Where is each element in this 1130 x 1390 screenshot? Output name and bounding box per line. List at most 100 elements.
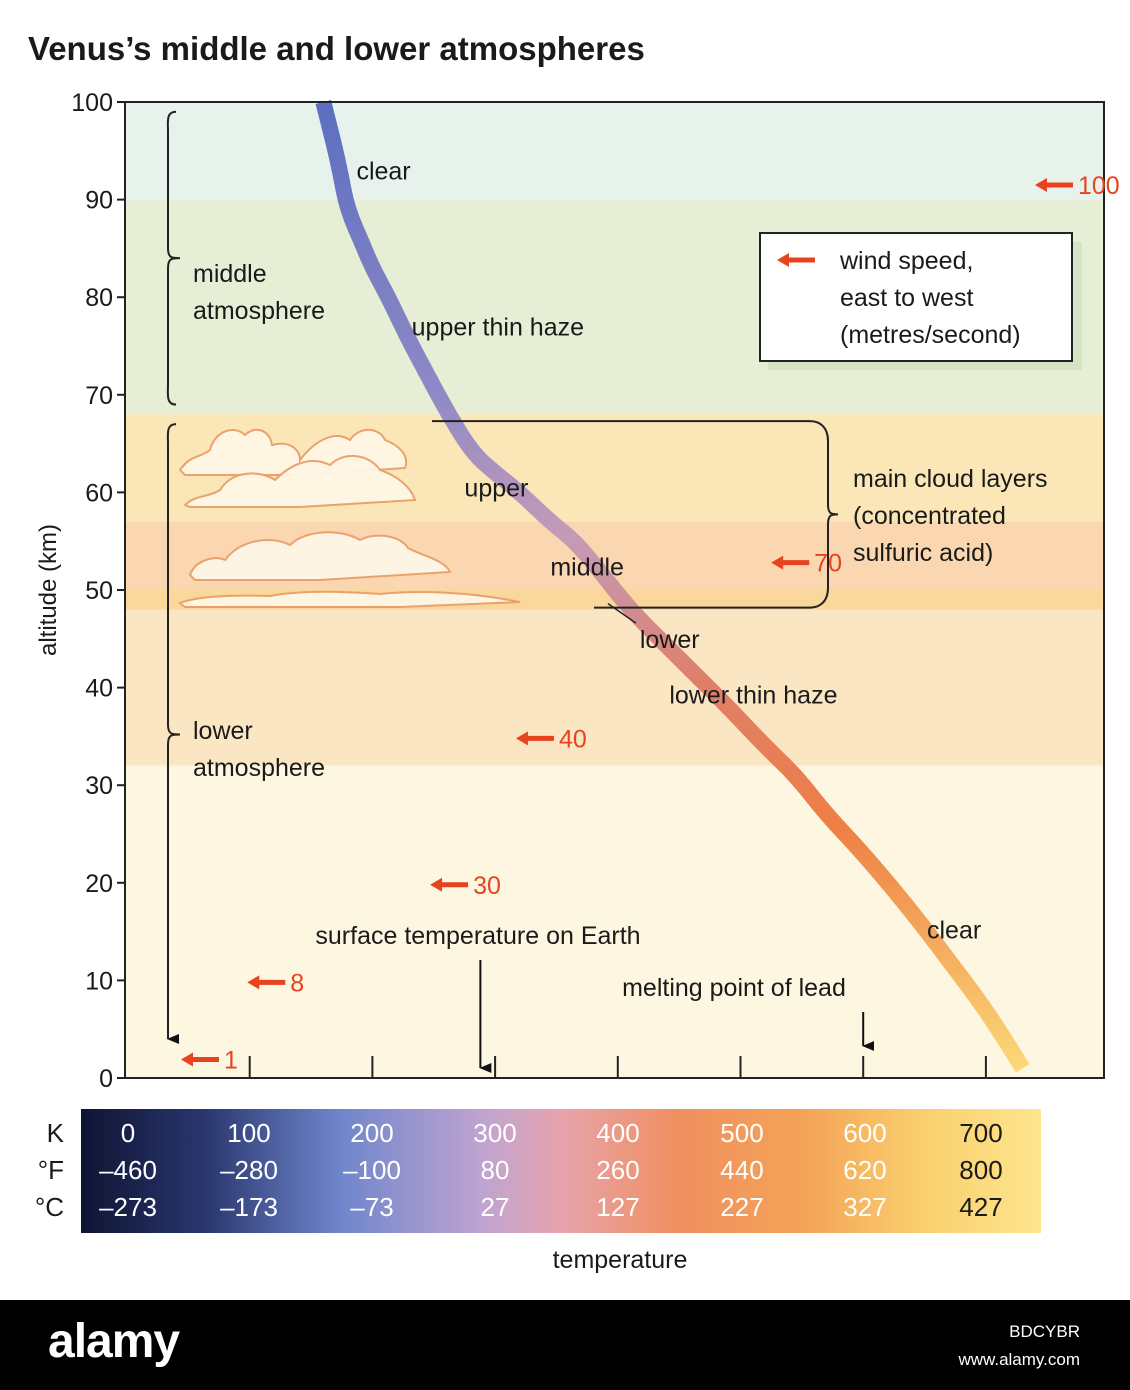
wind-speed-markers: 100 70 40 30 8 1 (180, 172, 1120, 1074)
y-tick-label-40: 40 (85, 675, 113, 703)
wind-speed-30: 30 (473, 872, 501, 900)
wind-arrow-8 (247, 975, 286, 990)
scale-value: –273 (99, 1192, 157, 1222)
y-tick-label-100: 100 (71, 89, 113, 117)
cloud-layers-label: main cloud layers (853, 465, 1048, 493)
temperature-gradient-bar (81, 1109, 1041, 1233)
scale-value: 0 (121, 1118, 135, 1148)
temperature-profile-line (315, 100, 1030, 1073)
middle-atmosphere-label: middle (193, 260, 267, 288)
wind-speed-40: 40 (559, 725, 587, 753)
lower-cloud-leader (607, 603, 637, 624)
y-axis-label: altitude (km) (35, 524, 62, 656)
scale-value: –100 (343, 1155, 401, 1185)
cloud-illustrations (178, 428, 521, 608)
y-tick-label-10: 10 (85, 967, 113, 995)
layer-label-lower-thin-haze: lower thin haze (669, 681, 837, 709)
scale-value: 227 (720, 1192, 763, 1222)
y-tick-label-90: 90 (85, 187, 113, 215)
wind-speed-1: 1 (224, 1046, 238, 1074)
cloud-1 (183, 454, 417, 508)
scale-value: 127 (596, 1192, 639, 1222)
cloud-layers-brace (432, 420, 839, 609)
scale-value: –173 (220, 1192, 278, 1222)
y-tick-label-20: 20 (85, 870, 113, 898)
wind-arrow-30 (430, 877, 469, 892)
scale-value: –280 (220, 1155, 278, 1185)
layer-label-clear: clear (356, 157, 410, 185)
scale-value: 440 (720, 1155, 763, 1185)
layer-label-clear: clear (927, 917, 981, 945)
legend-text: (metres/second) (840, 321, 1021, 349)
venus-atmosphere-chart: Venus’s middle and lower atmospheres 010… (28, 30, 1120, 1274)
footer-url: www.alamy.com (958, 1350, 1080, 1369)
cloud-layers-label: sulfuric acid) (853, 539, 993, 567)
scale-row-label: °C (35, 1192, 64, 1222)
scale-value: 27 (481, 1192, 510, 1222)
legend-wind-arrow (777, 253, 815, 267)
layer-label-upper-thin-haze: upper thin haze (412, 313, 584, 341)
x-axis-label: temperature (553, 1246, 688, 1274)
cloud-3 (178, 590, 521, 608)
reference-label-0: surface temperature on Earth (315, 922, 640, 950)
scale-value: 600 (843, 1118, 886, 1148)
band-5 (125, 609, 1104, 766)
middle-atmosphere-label: atmosphere (193, 297, 325, 325)
scale-value: 200 (350, 1118, 393, 1148)
footer-bar: alamy BDCYBR www.alamy.com (0, 1300, 1130, 1390)
lower-atmosphere-label: atmosphere (193, 754, 325, 782)
cloud-layers-label: (concentrated (853, 502, 1006, 530)
scale-value: 260 (596, 1155, 639, 1185)
wind-arrow-40 (515, 731, 554, 746)
scale-value: –460 (99, 1155, 157, 1185)
wind-arrow-1 (180, 1052, 219, 1067)
reference-label-1: melting point of lead (622, 974, 846, 1002)
wind-arrow-70 (771, 555, 810, 570)
chart-title: Venus’s middle and lower atmospheres (28, 30, 645, 67)
temperature-curve (315, 100, 1030, 1073)
scale-value: 800 (959, 1155, 1002, 1185)
scale-row-label: °F (38, 1155, 64, 1185)
scale-value: 400 (596, 1118, 639, 1148)
region-brackets: middle atmosphere lower atmosphere main clou… (166, 110, 1048, 1044)
wind-speed-70: 70 (814, 550, 842, 578)
wind-speed-8: 8 (290, 969, 304, 997)
layer-label-middle: middle (550, 554, 624, 582)
y-tick-label-50: 50 (85, 577, 113, 605)
y-tick-label-30: 30 (85, 772, 113, 800)
scale-value: –73 (350, 1192, 393, 1222)
wind-arrow-100 (1034, 177, 1073, 192)
scale-value: 427 (959, 1192, 1002, 1222)
band-0 (125, 102, 1104, 200)
layer-label-upper: upper (464, 475, 528, 503)
scale-value: 327 (843, 1192, 886, 1222)
scale-value: 620 (843, 1155, 886, 1185)
y-tick-label-70: 70 (85, 382, 113, 410)
band-6 (125, 765, 1104, 1078)
y-tick-label-80: 80 (85, 284, 113, 312)
scale-value: 500 (720, 1118, 763, 1148)
lower-atmosphere-label: lower (193, 717, 253, 745)
scale-value: 300 (473, 1118, 516, 1148)
wind-speed-100: 100 (1078, 172, 1120, 200)
temperature-scale: K °F °C 0 100 200 300 400 500 600 700 –460 –280 –100 8… (35, 1109, 1041, 1233)
legend-box (759, 232, 1073, 362)
footer-logo: alamy (48, 1315, 180, 1368)
scale-value: 80 (481, 1155, 510, 1185)
layer-label-lower: lower (640, 626, 700, 654)
footer-image-id: BDCYBR (1009, 1322, 1080, 1341)
scale-value: 700 (959, 1118, 1002, 1148)
y-tick-label-60: 60 (85, 479, 113, 507)
cloud-2 (188, 531, 452, 581)
scale-row-label: K (47, 1118, 65, 1148)
layer-labels: clear upper thin haze upper middle lower lowe… (356, 157, 981, 944)
lower-atmosphere-brace (166, 423, 181, 1044)
legend: wind speed, east to west (metres/second) (759, 232, 1082, 370)
reference-markers: surface temperature on Earth melting poin… (315, 922, 875, 1073)
middle-atmosphere-brace (166, 110, 181, 406)
legend-text: wind speed, (839, 247, 973, 275)
y-tick-label-0: 0 (99, 1065, 113, 1093)
legend-text: east to west (840, 284, 973, 312)
scale-value: 100 (227, 1118, 270, 1148)
y-axis: 0 10 20 30 40 50 60 70 80 90 100 (71, 89, 125, 1093)
